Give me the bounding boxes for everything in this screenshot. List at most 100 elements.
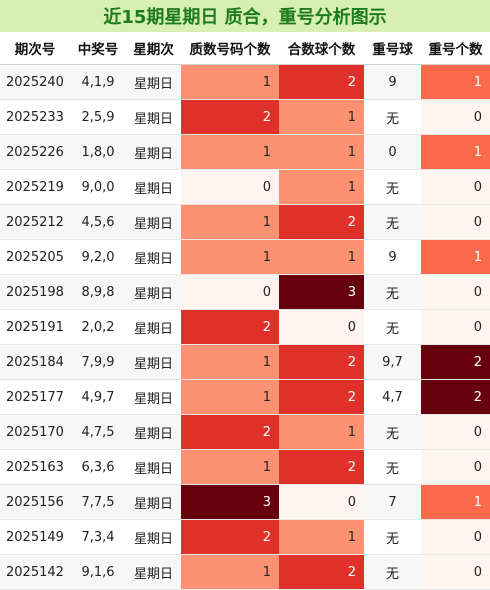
cell-repeat-count: 0 xyxy=(421,554,490,590)
cell-repeat-balls: 无 xyxy=(364,169,421,205)
cell-repeat-balls: 0 xyxy=(364,134,421,170)
cell-repeat-count: 0 xyxy=(421,414,490,450)
cell-issue: 2025198 xyxy=(0,274,70,310)
cell-prime-count: 0 xyxy=(181,274,279,310)
cell-numbers: 6,3,6 xyxy=(70,449,126,485)
cell-repeat-balls: 4,7 xyxy=(364,379,421,415)
cell-numbers: 1,8,0 xyxy=(70,134,126,170)
cell-composite-count: 1 xyxy=(279,414,364,450)
cell-weekday: 星期日 xyxy=(126,379,181,415)
cell-prime-count: 1 xyxy=(181,379,279,415)
table-row: 2025142 9,1,6 星期日 1 2 无 0 xyxy=(0,554,490,590)
cell-issue: 2025205 xyxy=(0,239,70,275)
table-body: 2025240 4,1,9 星期日 1 2 9 1 2025233 2,5,9 星期日 2 1 无 0 20… xyxy=(0,64,490,590)
cell-numbers: 4,7,5 xyxy=(70,414,126,450)
cell-issue: 2025142 xyxy=(0,554,70,590)
cell-repeat-count: 0 xyxy=(421,449,490,485)
cell-composite-count: 0 xyxy=(279,309,364,345)
table-row: 2025226 1,8,0 星期日 1 1 0 1 xyxy=(0,134,490,170)
cell-prime-count: 2 xyxy=(181,99,279,135)
col-header-numbers: 中奖号 xyxy=(70,32,126,65)
cell-weekday: 星期日 xyxy=(126,449,181,485)
cell-weekday: 星期日 xyxy=(126,519,181,555)
cell-composite-count: 2 xyxy=(279,344,364,380)
header-row: 期次号 中奖号 星期次 质数号码个数 合数球个数 重号球 重号个数 xyxy=(0,32,490,65)
cell-composite-count: 2 xyxy=(279,64,364,100)
cell-repeat-count: 1 xyxy=(421,134,490,170)
cell-issue: 2025191 xyxy=(0,309,70,345)
cell-weekday: 星期日 xyxy=(126,309,181,345)
col-header-weekday: 星期次 xyxy=(126,32,181,65)
cell-prime-count: 1 xyxy=(181,449,279,485)
cell-weekday: 星期日 xyxy=(126,239,181,275)
cell-composite-count: 1 xyxy=(279,519,364,555)
table-row: 2025198 8,9,8 星期日 0 3 无 0 xyxy=(0,274,490,310)
cell-weekday: 星期日 xyxy=(126,169,181,205)
cell-repeat-count: 0 xyxy=(421,309,490,345)
cell-issue: 2025156 xyxy=(0,484,70,520)
page-title: 近15期星期日 质合，重号分析图示 xyxy=(0,0,490,32)
cell-repeat-count: 0 xyxy=(421,519,490,555)
table-row: 2025212 4,5,6 星期日 1 2 无 0 xyxy=(0,204,490,240)
table-row: 2025184 7,9,9 星期日 1 2 9,7 2 xyxy=(0,344,490,380)
cell-issue: 2025233 xyxy=(0,99,70,135)
cell-repeat-count: 1 xyxy=(421,484,490,520)
cell-numbers: 2,0,2 xyxy=(70,309,126,345)
cell-weekday: 星期日 xyxy=(126,414,181,450)
cell-repeat-count: 2 xyxy=(421,344,490,380)
cell-weekday: 星期日 xyxy=(126,344,181,380)
cell-issue: 2025226 xyxy=(0,134,70,170)
cell-repeat-balls: 无 xyxy=(364,274,421,310)
cell-repeat-count: 0 xyxy=(421,99,490,135)
cell-repeat-balls: 无 xyxy=(364,204,421,240)
cell-repeat-balls: 无 xyxy=(364,519,421,555)
cell-numbers: 9,2,0 xyxy=(70,239,126,275)
cell-repeat-balls: 9 xyxy=(364,64,421,100)
cell-repeat-count: 0 xyxy=(421,169,490,205)
cell-composite-count: 2 xyxy=(279,554,364,590)
cell-repeat-balls: 无 xyxy=(364,309,421,345)
cell-prime-count: 1 xyxy=(181,64,279,100)
cell-prime-count: 3 xyxy=(181,484,279,520)
cell-composite-count: 2 xyxy=(279,379,364,415)
col-header-issue: 期次号 xyxy=(0,32,70,65)
table-row: 2025233 2,5,9 星期日 2 1 无 0 xyxy=(0,99,490,135)
cell-repeat-balls: 9 xyxy=(364,239,421,275)
col-header-composite-count: 合数球个数 xyxy=(279,32,364,65)
cell-prime-count: 1 xyxy=(181,554,279,590)
cell-repeat-balls: 无 xyxy=(364,99,421,135)
cell-weekday: 星期日 xyxy=(126,99,181,135)
cell-repeat-count: 2 xyxy=(421,379,490,415)
cell-weekday: 星期日 xyxy=(126,134,181,170)
cell-numbers: 9,1,6 xyxy=(70,554,126,590)
cell-prime-count: 1 xyxy=(181,204,279,240)
table-row: 2025177 4,9,7 星期日 1 2 4,7 2 xyxy=(0,379,490,415)
cell-issue: 2025219 xyxy=(0,169,70,205)
cell-composite-count: 3 xyxy=(279,274,364,310)
cell-repeat-count: 0 xyxy=(421,274,490,310)
cell-prime-count: 1 xyxy=(181,134,279,170)
cell-prime-count: 1 xyxy=(181,239,279,275)
table-row: 2025219 9,0,0 星期日 0 1 无 0 xyxy=(0,169,490,205)
cell-issue: 2025177 xyxy=(0,379,70,415)
cell-numbers: 8,9,8 xyxy=(70,274,126,310)
col-header-repeat-count: 重号个数 xyxy=(421,32,490,65)
cell-repeat-balls: 无 xyxy=(364,554,421,590)
cell-numbers: 4,9,7 xyxy=(70,379,126,415)
cell-repeat-count: 1 xyxy=(421,64,490,100)
cell-numbers: 7,9,9 xyxy=(70,344,126,380)
cell-composite-count: 1 xyxy=(279,99,364,135)
cell-weekday: 星期日 xyxy=(126,204,181,240)
table-row: 2025149 7,3,4 星期日 2 1 无 0 xyxy=(0,519,490,555)
cell-repeat-count: 1 xyxy=(421,239,490,275)
table-row: 2025163 6,3,6 星期日 1 2 无 0 xyxy=(0,449,490,485)
cell-repeat-count: 0 xyxy=(421,204,490,240)
cell-repeat-balls: 9,7 xyxy=(364,344,421,380)
cell-weekday: 星期日 xyxy=(126,554,181,590)
cell-composite-count: 1 xyxy=(279,134,364,170)
cell-repeat-balls: 无 xyxy=(364,414,421,450)
cell-issue: 2025240 xyxy=(0,64,70,100)
table-row: 2025191 2,0,2 星期日 2 0 无 0 xyxy=(0,309,490,345)
cell-repeat-balls: 无 xyxy=(364,449,421,485)
cell-prime-count: 1 xyxy=(181,344,279,380)
